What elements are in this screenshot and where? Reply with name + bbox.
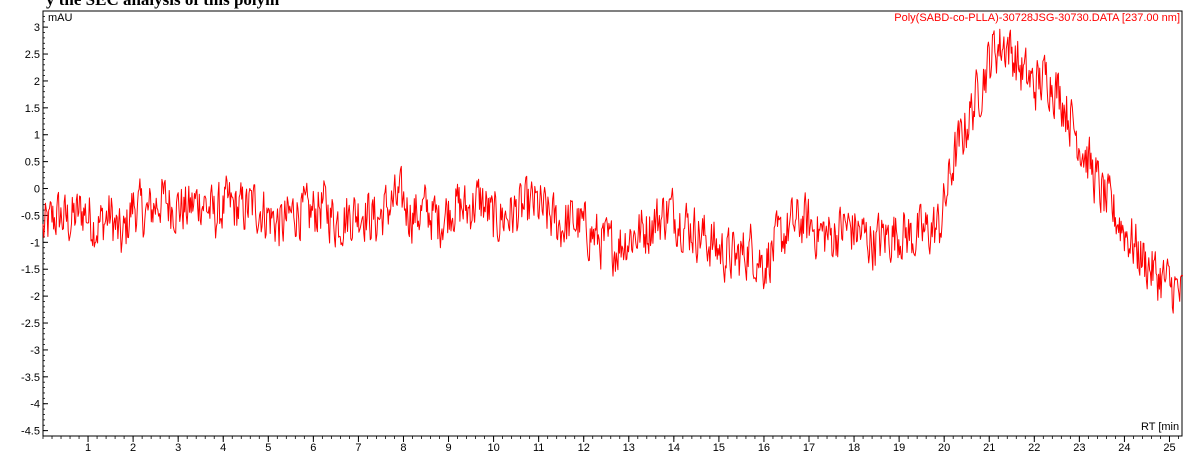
x-tick-label: 15 [713, 442, 725, 454]
y-tick-label: -1 [30, 237, 40, 249]
y-tick-label: -4.5 [21, 426, 40, 438]
x-tick-label: 21 [983, 442, 995, 454]
x-tick-label: 18 [848, 442, 860, 454]
legend-entry: Poly(SABD-co-PLLA)-30728JSG-30730.DATA [… [894, 12, 1180, 24]
x-tick-label: 12 [578, 442, 590, 454]
series-layer [42, 28, 1183, 314]
x-tick-label: 10 [487, 442, 499, 454]
y-tick-label: -3 [30, 345, 40, 357]
y-tick-label: 2 [34, 76, 40, 88]
axes [42, 10, 1183, 437]
x-tick-label: 7 [355, 442, 361, 454]
y-tick-label: 3 [34, 22, 40, 34]
y-tick-label: 0 [34, 184, 40, 196]
x-tick-label: 1 [85, 442, 91, 454]
x-tick-label: 23 [1073, 442, 1085, 454]
x-tick-label: 17 [803, 442, 815, 454]
x-tick-label: 16 [758, 442, 770, 454]
x-tick-label: 6 [310, 442, 316, 454]
y-tick-label: 2.5 [25, 49, 40, 61]
y-axis-ticks: 3 2.5 2 1.5 1 0.5 0 -0.5 -1 -1.5 -2 -2.5 -3 -3.5 -4 -4.… [21, 10, 48, 438]
x-tick-label: 24 [1118, 442, 1130, 454]
y-tick-label: -2.5 [21, 318, 40, 330]
x-tick-label: 19 [893, 442, 905, 454]
x-tick-label: 11 [533, 442, 544, 454]
x-tick-label: 2 [130, 442, 136, 454]
x-tick-label: 25 [1163, 442, 1175, 454]
x-axis-label: RT [min [1141, 421, 1179, 433]
x-tick-label: 4 [220, 442, 226, 454]
x-tick-label: 8 [400, 442, 406, 454]
x-tick-label: 9 [445, 442, 451, 454]
y-tick-label: -0.5 [21, 210, 40, 222]
y-tick-label: -3.5 [21, 372, 40, 384]
plot-frame [42, 10, 1183, 437]
y-tick-label: 0.5 [25, 157, 40, 169]
series-line [42, 28, 1183, 314]
x-tick-label: 22 [1028, 442, 1040, 454]
x-axis-ticks: 1 2 3 4 5 6 7 8 9 10 11 12 13 14 15 16 17 18 19 20 21 22 23 24 2… [42, 436, 1179, 454]
chart-title-fragment: y the SEC analysis of this polym [46, 0, 279, 9]
x-tick-label: 13 [623, 442, 635, 454]
y-tick-label: -1.5 [21, 264, 40, 276]
y-tick-label: -4 [30, 399, 40, 411]
x-tick-label: 14 [668, 442, 680, 454]
y-tick-label: 1 [34, 130, 40, 142]
y-tick-label: 1.5 [25, 103, 40, 115]
x-tick-label: 5 [265, 442, 271, 454]
x-tick-label: 20 [938, 442, 950, 454]
y-axis-label: mAU [48, 12, 73, 24]
y-tick-label: -2 [30, 291, 40, 303]
x-tick-label: 3 [175, 442, 181, 454]
